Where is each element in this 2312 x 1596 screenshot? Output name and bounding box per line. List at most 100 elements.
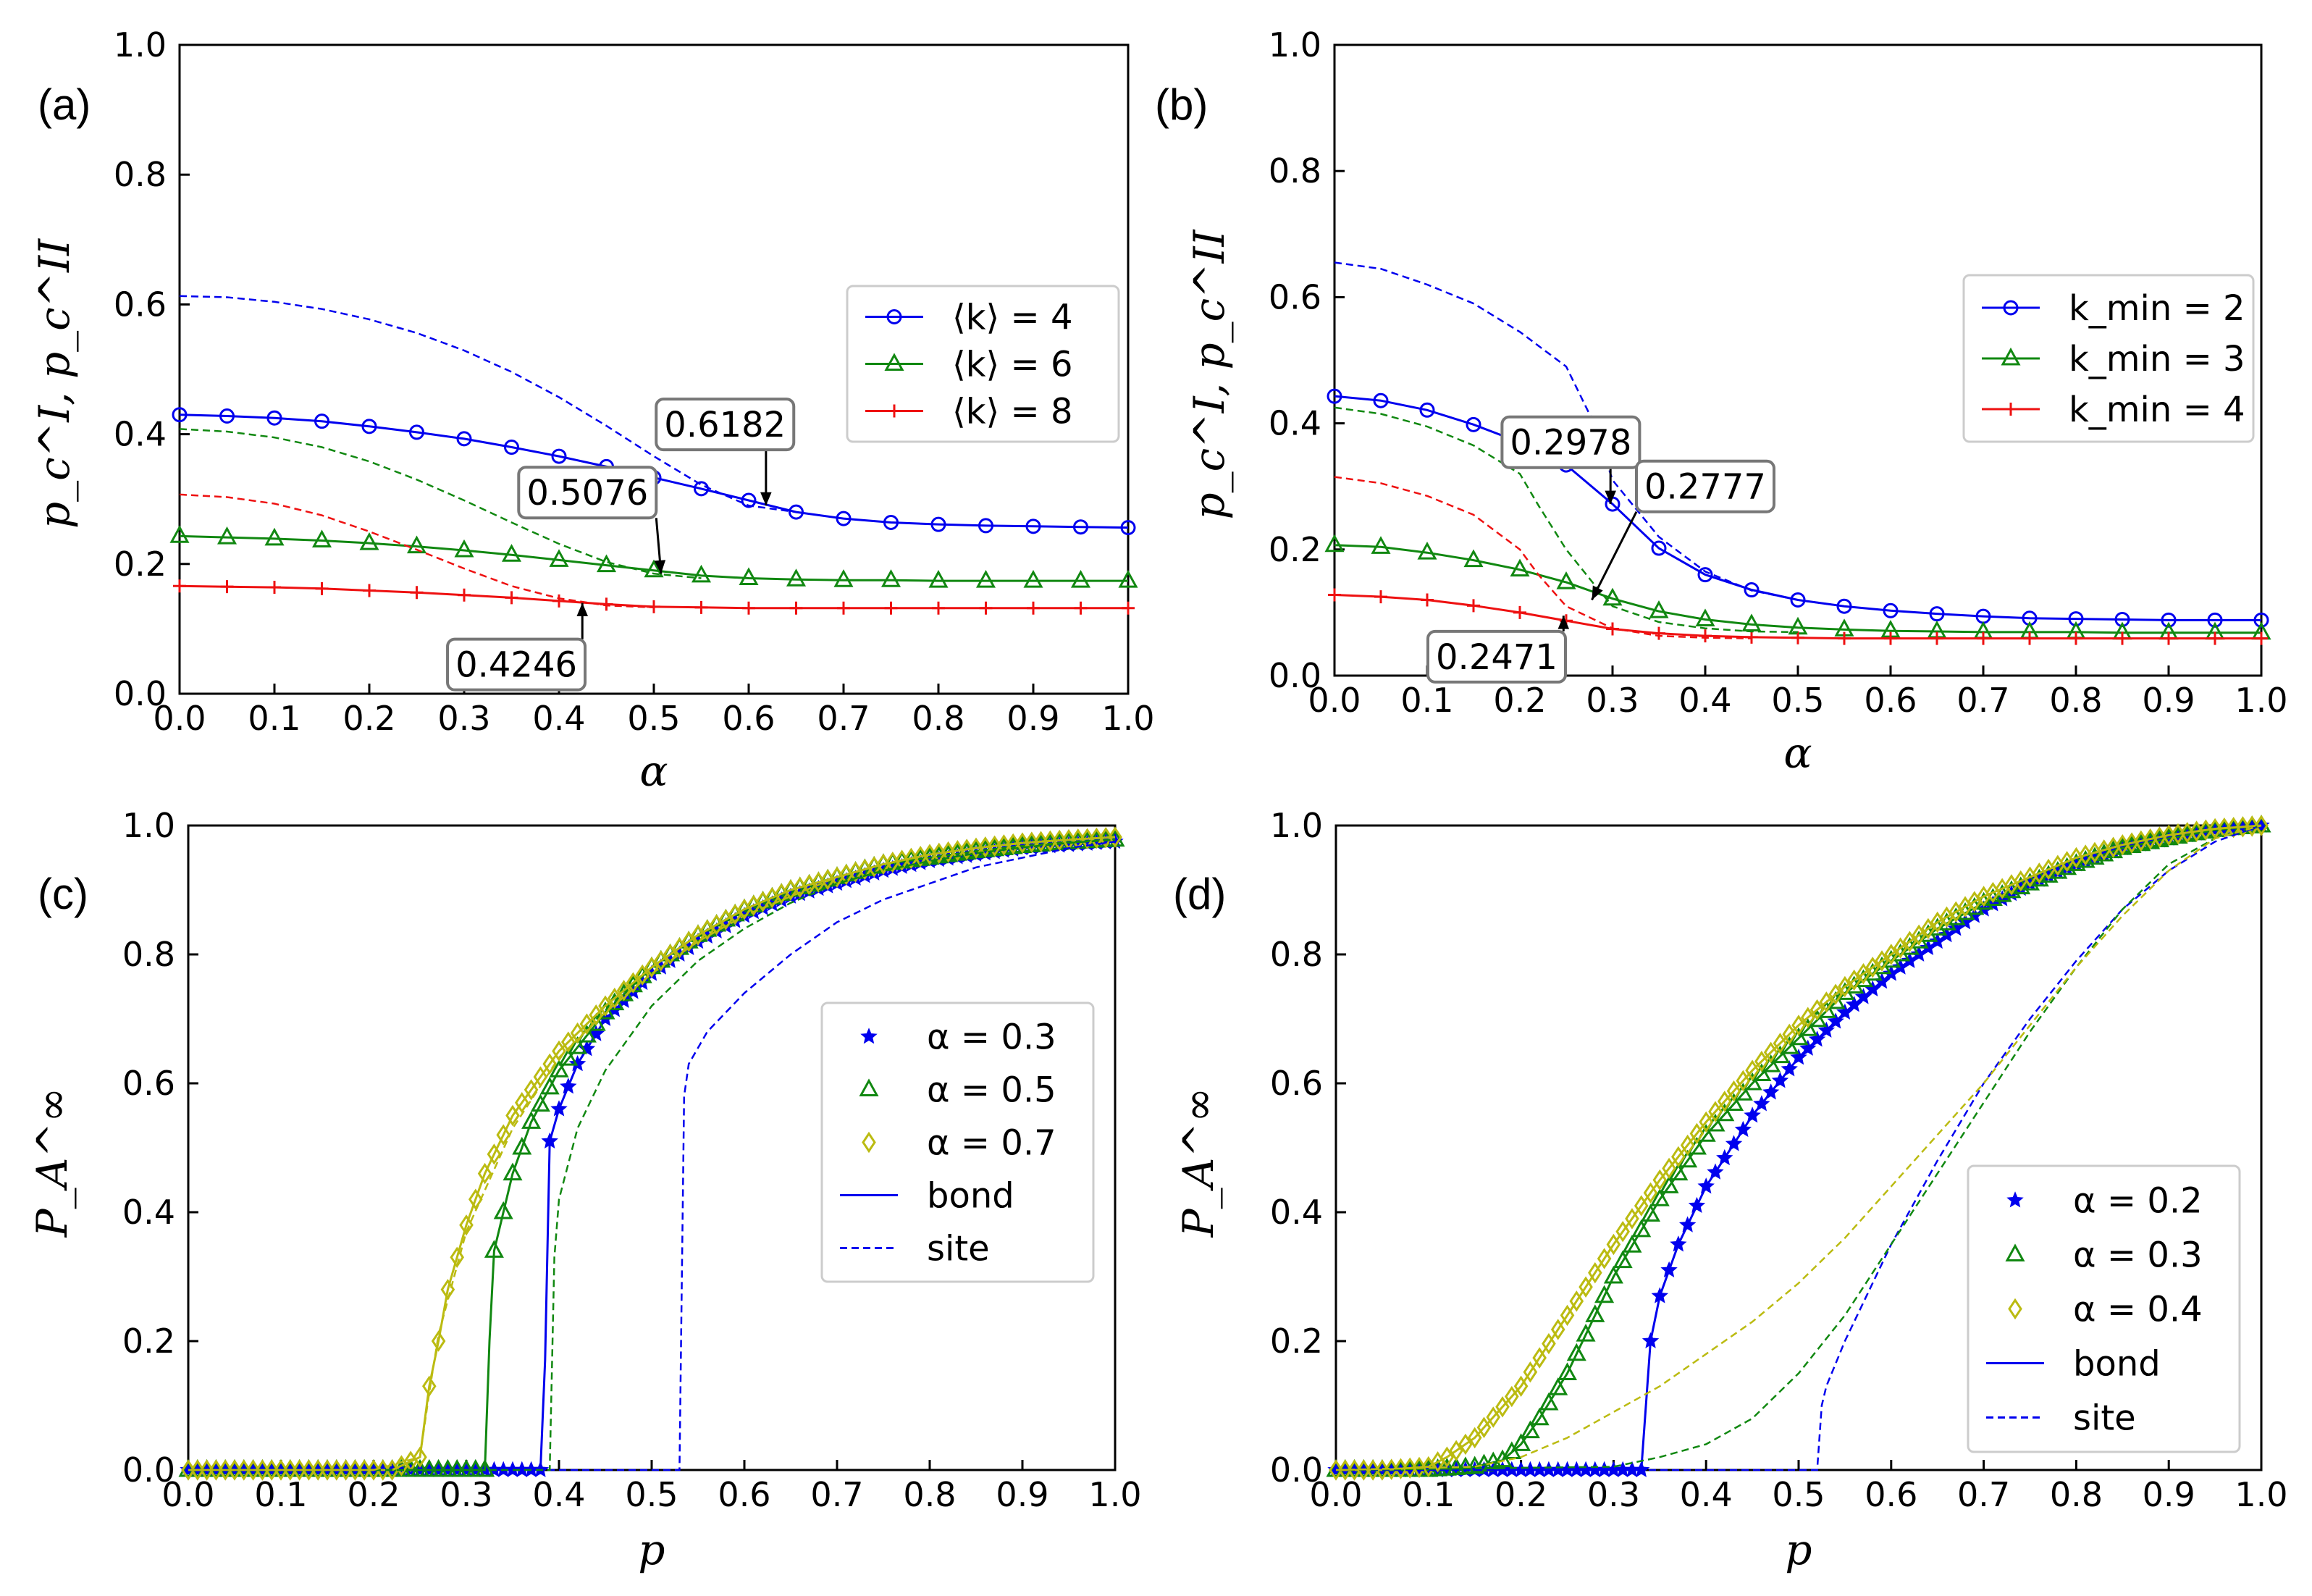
data-point xyxy=(1347,1459,1362,1481)
annotation: 0.2471 xyxy=(1426,616,1570,684)
annotation-arrowhead xyxy=(576,602,589,616)
series-line xyxy=(179,493,655,609)
data-point xyxy=(1631,1219,1652,1238)
x-tick-label: 0.4 xyxy=(532,1475,585,1514)
data-point xyxy=(1828,983,1843,1005)
data-point xyxy=(1662,1157,1676,1180)
data-point xyxy=(1660,1261,1678,1278)
data-point xyxy=(268,581,281,595)
x-tick-label: 0.6 xyxy=(722,699,775,738)
data-point xyxy=(1753,1095,1770,1112)
data-point xyxy=(1324,534,1345,553)
legend-marker xyxy=(860,1028,878,1044)
data-point xyxy=(1893,937,1908,959)
panel-d: 0.0 0.1 0.2 0.3 0.4 0.5 0.6 0.7 0.8 0.9 1.0 0.0 0.2 0… xyxy=(1174,806,2288,1574)
data-point xyxy=(1419,402,1435,418)
data-point xyxy=(551,448,567,464)
data-point xyxy=(742,601,755,615)
legend-label: bond xyxy=(927,1176,1014,1217)
data-point xyxy=(1652,626,1665,640)
y-axis-label: P_A^∞ xyxy=(28,1088,77,1238)
x-tick-label: 0.0 xyxy=(1308,681,1361,720)
data-point xyxy=(1651,540,1667,556)
data-point xyxy=(1912,924,1926,946)
series--0-4-site xyxy=(1335,824,2262,1471)
data-point xyxy=(409,424,424,440)
series--k-8 xyxy=(173,579,1135,615)
data-point xyxy=(836,511,852,526)
data-point xyxy=(1809,999,1825,1021)
data-point xyxy=(329,1459,344,1481)
data-point xyxy=(552,1040,566,1062)
data-point xyxy=(292,1459,307,1481)
x-tick-label: 0.3 xyxy=(440,1475,492,1514)
data-point xyxy=(218,1459,233,1481)
data-point xyxy=(1373,392,1389,408)
data-point xyxy=(431,1330,446,1352)
data-point xyxy=(366,1459,381,1481)
data-point xyxy=(1726,1080,1741,1102)
y-tick-label: 0.4 xyxy=(1270,1193,1323,1232)
series-blue-dashed xyxy=(179,295,796,513)
data-point xyxy=(1929,606,1945,622)
data-point xyxy=(928,569,949,588)
y-tick-label: 0.2 xyxy=(122,1322,175,1361)
annotation-box xyxy=(1500,415,1641,469)
legend: α = 0.3 α = 0.5 α = 0.7 bond site xyxy=(820,1001,1095,1283)
data-point xyxy=(1659,1175,1679,1193)
data-point xyxy=(266,410,282,426)
data-point xyxy=(199,1459,214,1481)
data-point xyxy=(311,1459,326,1481)
data-point xyxy=(739,567,759,586)
data-point xyxy=(437,1458,458,1477)
data-point xyxy=(315,581,329,595)
data-point xyxy=(1651,1287,1669,1303)
data-point xyxy=(1615,1220,1630,1243)
data-point xyxy=(484,1240,504,1258)
legend-marker xyxy=(2006,1191,2024,1208)
y-tick-label: 0.8 xyxy=(122,935,175,974)
data-point xyxy=(1074,601,1088,615)
series-line xyxy=(1334,476,1752,639)
annotation: 0.6182 xyxy=(655,398,796,506)
x-tick-label: 0.6 xyxy=(718,1475,770,1514)
x-tick-label: 0.4 xyxy=(532,699,585,738)
data-point xyxy=(681,931,697,952)
data-point xyxy=(1838,975,1852,998)
data-point xyxy=(459,1214,474,1236)
data-point xyxy=(1883,944,1899,965)
series--0-4-bond xyxy=(1329,815,2269,1481)
annotation: 0.2777 xyxy=(1591,459,1775,601)
annotation-arrowhead xyxy=(1558,616,1570,629)
data-point xyxy=(357,1459,372,1481)
y-tick-label: 0.6 xyxy=(114,285,167,324)
data-point xyxy=(496,1124,511,1146)
annotation-label: 0.2777 xyxy=(1644,467,1766,508)
x-tick-label: 0.0 xyxy=(153,699,206,738)
y-tick-label: 0.4 xyxy=(114,415,167,454)
y-tick-label: 0.6 xyxy=(122,1064,175,1103)
series--0-2-site xyxy=(1336,824,2262,1471)
data-point xyxy=(521,1111,542,1129)
data-point xyxy=(363,584,376,597)
y-axis-label: P_A^∞ xyxy=(1174,1088,1223,1238)
data-point xyxy=(1865,957,1880,978)
series--k-6 xyxy=(169,525,1138,588)
data-point xyxy=(419,1458,440,1477)
data-point xyxy=(1560,1304,1575,1327)
data-point xyxy=(1884,631,1897,645)
series-green-dashed xyxy=(1334,406,1799,634)
data-point xyxy=(190,1459,205,1481)
data-point xyxy=(282,1459,298,1481)
series-line xyxy=(1334,406,1799,634)
y-tick-label: 0.2 xyxy=(1270,1322,1323,1361)
data-point xyxy=(2207,612,2223,628)
data-point xyxy=(1771,1072,1789,1088)
data-point xyxy=(410,586,424,600)
data-point xyxy=(1921,917,1935,940)
y-tick-label: 0.0 xyxy=(1269,656,1321,695)
annotation-arrowhead xyxy=(1605,490,1616,505)
annotation-label: 0.2978 xyxy=(1510,423,1631,463)
y-tick-label: 0.4 xyxy=(1269,404,1321,443)
